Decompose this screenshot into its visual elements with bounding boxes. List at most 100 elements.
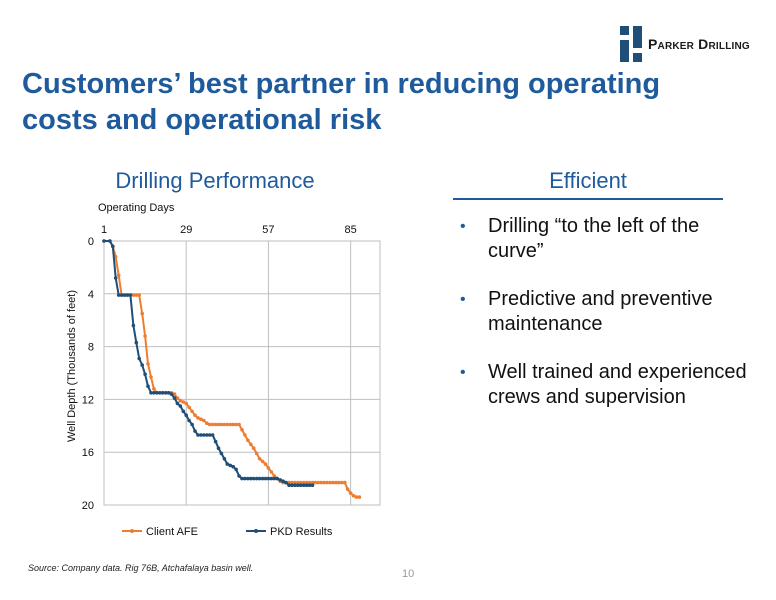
data-point-pkd-results: [137, 356, 141, 361]
data-point-client-afe: [348, 491, 353, 495]
data-point-pkd-results: [158, 391, 162, 395]
data-point-pkd-results: [134, 340, 139, 345]
slide-title: Customers’ best partner in reducing oper…: [22, 68, 661, 136]
data-point-client-afe: [260, 459, 265, 464]
data-point-pkd-results: [269, 476, 274, 481]
data-point-client-afe: [137, 293, 141, 297]
drilling-performance-chart: 0 4 8 12 16 20 1 29 57 85 Operating Days Well Dep…: [50, 195, 390, 550]
chart-heading: Drilling Performance: [115, 168, 315, 193]
chart-series: [102, 239, 362, 499]
data-point-client-afe: [254, 451, 259, 456]
data-point-client-afe: [116, 273, 121, 278]
data-point-pkd-results: [293, 483, 297, 488]
data-point-pkd-results: [216, 446, 221, 450]
data-point-client-afe: [313, 480, 318, 485]
data-point-client-afe: [202, 418, 206, 423]
data-point-pkd-results: [175, 401, 180, 406]
data-point-client-afe: [322, 480, 327, 485]
data-point-pkd-results: [260, 476, 265, 481]
data-point-client-afe: [351, 494, 356, 498]
data-point-client-afe: [334, 480, 338, 485]
data-point-client-afe: [216, 422, 221, 427]
data-point-pkd-results: [249, 476, 253, 481]
data-point-pkd-results: [243, 476, 247, 481]
data-point-pkd-results: [163, 391, 168, 395]
data-point-client-afe: [319, 480, 324, 485]
data-point-pkd-results: [307, 483, 312, 488]
data-point-client-afe: [293, 480, 297, 485]
data-point-pkd-results: [146, 384, 150, 388]
data-point-client-afe: [266, 466, 271, 470]
data-point-pkd-results: [193, 429, 197, 433]
data-point-client-afe: [181, 400, 186, 404]
series-line-pkd-results: [104, 240, 313, 487]
parker-logo-icon: [620, 26, 642, 62]
x-tick-label: 29: [180, 224, 192, 236]
data-point-client-afe: [240, 428, 244, 432]
data-point-pkd-results: [199, 433, 203, 437]
data-point-client-afe: [340, 480, 344, 485]
data-point-client-afe: [257, 457, 262, 461]
bullet-icon: •: [460, 291, 466, 308]
x-tick-label: 85: [345, 224, 357, 236]
data-point-pkd-results: [240, 476, 244, 481]
data-point-pkd-results: [210, 433, 215, 437]
data-point-pkd-results: [205, 433, 209, 437]
y-tick-label: 0: [88, 236, 94, 248]
data-point-client-afe: [149, 375, 153, 379]
data-point-pkd-results: [172, 396, 177, 400]
data-point-pkd-results: [207, 433, 212, 437]
data-point-pkd-results: [113, 276, 118, 280]
data-point-client-afe: [243, 433, 247, 437]
data-point-client-afe: [316, 480, 321, 485]
data-point-pkd-results: [275, 476, 279, 481]
legend-marker-pkd-results: [254, 529, 258, 533]
y-axis-label: Well Depth (Thousands of feet): [66, 290, 78, 442]
data-point-client-afe: [272, 474, 277, 478]
data-point-client-afe: [298, 480, 303, 485]
data-point-pkd-results: [228, 463, 233, 468]
data-point-pkd-results: [298, 483, 303, 488]
y-tick-label: 4: [88, 289, 94, 301]
legend: Client AFE PKD Results: [122, 526, 333, 538]
bullet-item: • Drilling “to the left of the curve”: [460, 214, 750, 264]
data-point-pkd-results: [152, 391, 156, 395]
data-point-client-afe: [178, 398, 183, 403]
y-tick-label: 16: [82, 447, 94, 459]
data-point-client-afe: [184, 401, 188, 406]
series-line-client-afe: [104, 240, 360, 499]
logo-text: Parker Drilling: [648, 36, 750, 52]
data-point-pkd-results: [119, 293, 124, 297]
data-point-client-afe: [325, 480, 329, 485]
data-point-client-afe: [331, 480, 335, 485]
data-point-pkd-results: [125, 293, 130, 297]
bullet-text: Predictive and preventive maintenance: [488, 288, 713, 335]
data-point-pkd-results: [237, 474, 241, 478]
data-point-client-afe: [207, 422, 212, 427]
data-point-pkd-results: [219, 451, 224, 456]
data-point-pkd-results: [222, 457, 227, 461]
data-point-client-afe: [190, 409, 194, 414]
data-point-client-afe: [269, 470, 274, 474]
data-point-client-afe: [187, 405, 191, 410]
data-point-client-afe: [231, 422, 235, 427]
data-point-pkd-results: [202, 433, 206, 437]
data-point-client-afe: [301, 480, 306, 485]
panel-heading: Efficient: [453, 168, 723, 200]
data-point-client-afe: [263, 462, 268, 466]
data-point-client-afe: [213, 422, 218, 427]
data-point-client-afe: [228, 422, 233, 427]
data-point-client-afe: [225, 422, 230, 427]
data-point-client-afe: [310, 480, 315, 485]
bullet-list: • Drilling “to the left of the curve” • Pr…: [460, 214, 750, 433]
bullet-icon: •: [460, 218, 466, 235]
data-point-client-afe: [205, 421, 209, 425]
data-point-client-afe: [210, 422, 215, 427]
data-point-pkd-results: [122, 293, 127, 297]
x-axis-label: Operating Days: [98, 202, 175, 214]
data-point-client-afe: [131, 293, 136, 297]
data-point-client-afe: [222, 422, 227, 427]
data-point-client-afe: [237, 422, 241, 427]
data-point-pkd-results: [310, 483, 315, 488]
data-point-client-afe: [152, 387, 156, 391]
